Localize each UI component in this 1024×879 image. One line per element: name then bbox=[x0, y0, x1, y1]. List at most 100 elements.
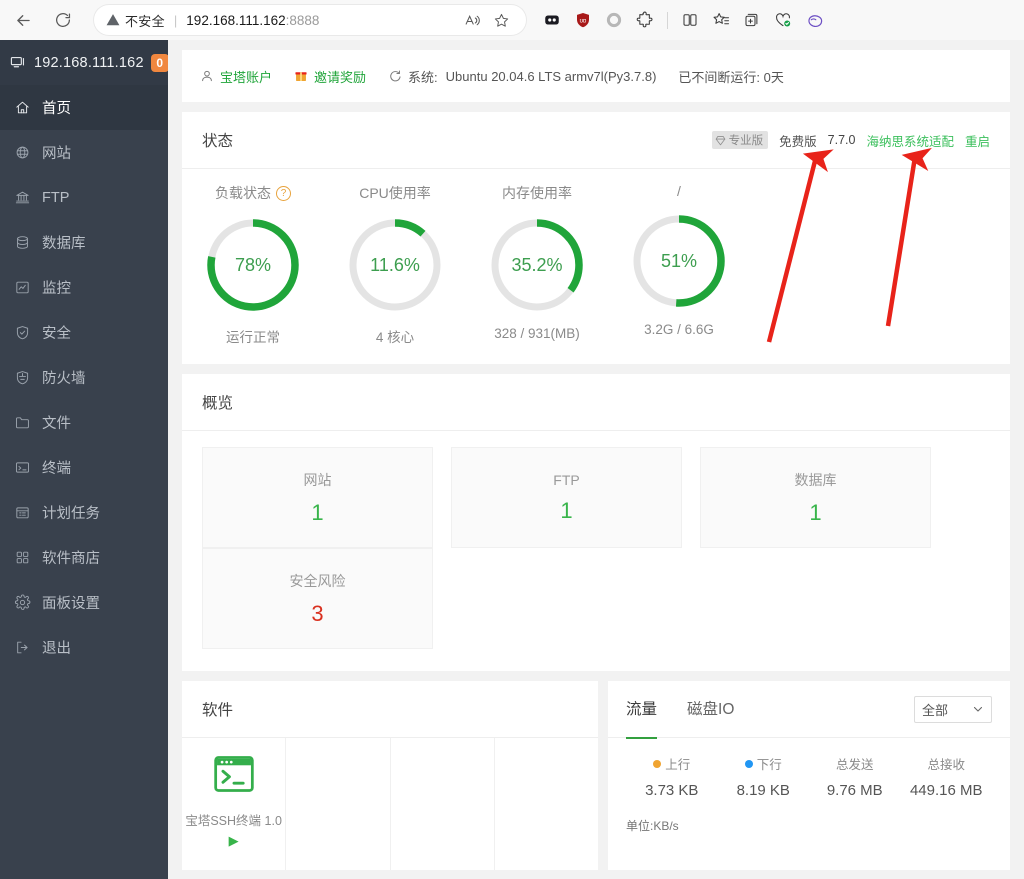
extension-shield-icon[interactable]: ʊɒ bbox=[569, 6, 597, 34]
overview-cell-value: 1 bbox=[809, 499, 822, 525]
traffic-stat-4: 总接收 449.16 MB bbox=[901, 754, 993, 799]
sidebar-notification-badge[interactable]: 0 bbox=[150, 53, 169, 72]
toolbar-divider bbox=[667, 11, 668, 29]
sidebar-item-label: 文件 bbox=[42, 416, 71, 432]
sidebar-item-11[interactable]: 软件商店 bbox=[0, 535, 168, 580]
overview-title: 概览 bbox=[202, 395, 234, 412]
gauge-ring: 35.2% bbox=[487, 215, 587, 315]
gauge-value: 78% bbox=[234, 254, 272, 275]
copilot-icon[interactable] bbox=[800, 6, 828, 34]
sidebar-item-9[interactable]: 终端 bbox=[0, 445, 168, 490]
sidebar-item-8[interactable]: 文件 bbox=[0, 400, 168, 445]
bottom-row: 软件 宝塔SSH终端 1.0 ▶ 流量 磁盘IO 全 bbox=[182, 681, 1010, 870]
sidebar-item-6[interactable]: 安全 bbox=[0, 310, 168, 355]
sidebar-item-label: 软件商店 bbox=[42, 551, 100, 567]
terminal-icon bbox=[14, 459, 40, 476]
favorite-star-icon[interactable] bbox=[488, 7, 514, 33]
overview-cell-label: FTP bbox=[553, 471, 580, 488]
back-button[interactable] bbox=[6, 3, 40, 37]
home-icon bbox=[14, 99, 40, 116]
gauge-value: 35.2% bbox=[511, 254, 563, 275]
sidebar-item-7[interactable]: 防火墙 bbox=[0, 355, 168, 400]
sidebar-item-3[interactable]: FTP bbox=[0, 175, 168, 220]
sidebar-item-2[interactable]: 网站 bbox=[0, 130, 168, 175]
collections-icon[interactable] bbox=[738, 6, 766, 34]
network-interface-select[interactable]: 全部 bbox=[914, 695, 992, 723]
system-gear-icon bbox=[388, 69, 402, 83]
browser-essentials-icon[interactable] bbox=[769, 6, 797, 34]
sidebar-item-13[interactable]: 退出 bbox=[0, 625, 168, 670]
sidebar-item-10[interactable]: 计划任务 bbox=[0, 490, 168, 535]
overview-cell-value: 1 bbox=[311, 499, 324, 525]
traffic-stat-label: 下行 bbox=[718, 754, 810, 773]
play-icon[interactable]: ▶ bbox=[228, 833, 239, 848]
traffic-stat-1: 上行 3.73 KB bbox=[626, 754, 718, 799]
logout-icon bbox=[14, 639, 40, 656]
read-aloud-icon[interactable] bbox=[459, 7, 485, 33]
traffic-stat-value: 8.19 KB bbox=[736, 782, 790, 799]
bt-account-link[interactable]: 宝塔账户 bbox=[200, 67, 272, 86]
folder-icon bbox=[14, 414, 40, 431]
bt-account-label: 宝塔账户 bbox=[220, 69, 273, 85]
gauge-3: 内存使用率 35.2% 328 / 931(MB) bbox=[466, 183, 608, 346]
favorites-list-icon[interactable] bbox=[707, 6, 735, 34]
status-card: 状态 专业版 免费版 7.7.0 海纳思系统适配 重启 负载状态? 78% 运行正常… bbox=[182, 112, 1010, 364]
sidebar-ip-label: 192.168.111.162 bbox=[34, 54, 144, 71]
gauge-2: CPU使用率 11.6% 4 核心 bbox=[324, 183, 466, 346]
browser-toolbar: 不安全 | 192.168.111.162:8888 ʊɒ bbox=[0, 0, 1024, 40]
sidebar-item-12[interactable]: 面板设置 bbox=[0, 580, 168, 625]
sidebar-item-label: 首页 bbox=[42, 101, 71, 117]
help-icon[interactable]: ? bbox=[276, 185, 291, 201]
gear-icon bbox=[14, 594, 40, 611]
extension-dark-icon[interactable] bbox=[538, 6, 566, 34]
tab-traffic[interactable]: 流量 bbox=[626, 681, 658, 739]
tab-disk-io[interactable]: 磁盘IO bbox=[687, 700, 735, 718]
software-slot-empty bbox=[286, 738, 391, 870]
overview-cell-label: 安全风险 bbox=[289, 572, 346, 589]
traffic-stat-value: 9.76 MB bbox=[826, 782, 883, 799]
overview-cell-2[interactable]: FTP 1 bbox=[451, 447, 682, 548]
adapt-link[interactable]: 海纳思系统适配 bbox=[866, 134, 954, 149]
sidebar-item-label: 终端 bbox=[42, 461, 71, 477]
sidebar-item-1[interactable]: 首页 bbox=[0, 85, 168, 130]
reload-button[interactable] bbox=[46, 3, 80, 37]
uptime-label: 已不间断运行: 0天 bbox=[678, 69, 784, 85]
address-bar[interactable]: 不安全 | 192.168.111.162:8888 bbox=[94, 5, 526, 35]
software-item-name: 宝塔SSH终端 1.0 bbox=[185, 814, 282, 828]
gauge-title-text: CPU使用率 bbox=[359, 185, 431, 201]
restart-link[interactable]: 重启 bbox=[964, 134, 990, 149]
invite-reward-link[interactable]: 邀请奖励 bbox=[294, 67, 366, 86]
software-item[interactable]: 宝塔SSH终端 1.0 ▶ bbox=[182, 738, 287, 870]
sidebar-item-label: 监控 bbox=[42, 281, 71, 297]
gauge-title: 内存使用率 bbox=[466, 183, 608, 203]
overview-cell-1[interactable]: 网站 1 bbox=[202, 447, 433, 548]
traffic-stat-label: 上行 bbox=[626, 754, 718, 773]
overview-cell-4[interactable]: 安全风险 3 bbox=[202, 548, 433, 649]
split-screen-icon[interactable] bbox=[676, 6, 704, 34]
gauge-value: 11.6% bbox=[370, 254, 420, 275]
sidebar-item-5[interactable]: 监控 bbox=[0, 265, 168, 310]
user-icon bbox=[200, 69, 214, 83]
network-interface-value: 全部 bbox=[922, 702, 949, 718]
sidebar-item-4[interactable]: 数据库 bbox=[0, 220, 168, 265]
gauge-title: / bbox=[608, 183, 750, 199]
overview-cell-value: 3 bbox=[311, 600, 324, 626]
chevron-down-icon bbox=[972, 703, 984, 715]
overview-card-header: 概览 bbox=[182, 374, 1010, 431]
gauge-4: / 51% 3.2G / 6.6G bbox=[608, 183, 750, 346]
extension-ring-icon[interactable] bbox=[600, 6, 628, 34]
extensions-puzzle-icon[interactable] bbox=[631, 6, 659, 34]
software-card: 软件 宝塔SSH终端 1.0 ▶ bbox=[182, 681, 598, 870]
not-secure-label: 不安全 bbox=[125, 13, 165, 29]
pro-version-chip[interactable]: 专业版 bbox=[711, 131, 769, 149]
globe-icon bbox=[14, 144, 40, 161]
svg-text:ʊɒ: ʊɒ bbox=[580, 18, 587, 24]
extension-toolbar: ʊɒ bbox=[538, 6, 828, 34]
url-text: 192.168.111.162:8888 bbox=[186, 12, 320, 28]
overview-cell-3[interactable]: 数据库 1 bbox=[700, 447, 931, 548]
gauge-title: CPU使用率 bbox=[324, 183, 466, 203]
uptime-info: 已不间断运行: 0天 bbox=[678, 67, 783, 86]
traffic-stat-value: 449.16 MB bbox=[909, 782, 983, 799]
gauge-value: 51% bbox=[660, 250, 698, 271]
traffic-stat-label-text: 下行 bbox=[756, 758, 782, 772]
